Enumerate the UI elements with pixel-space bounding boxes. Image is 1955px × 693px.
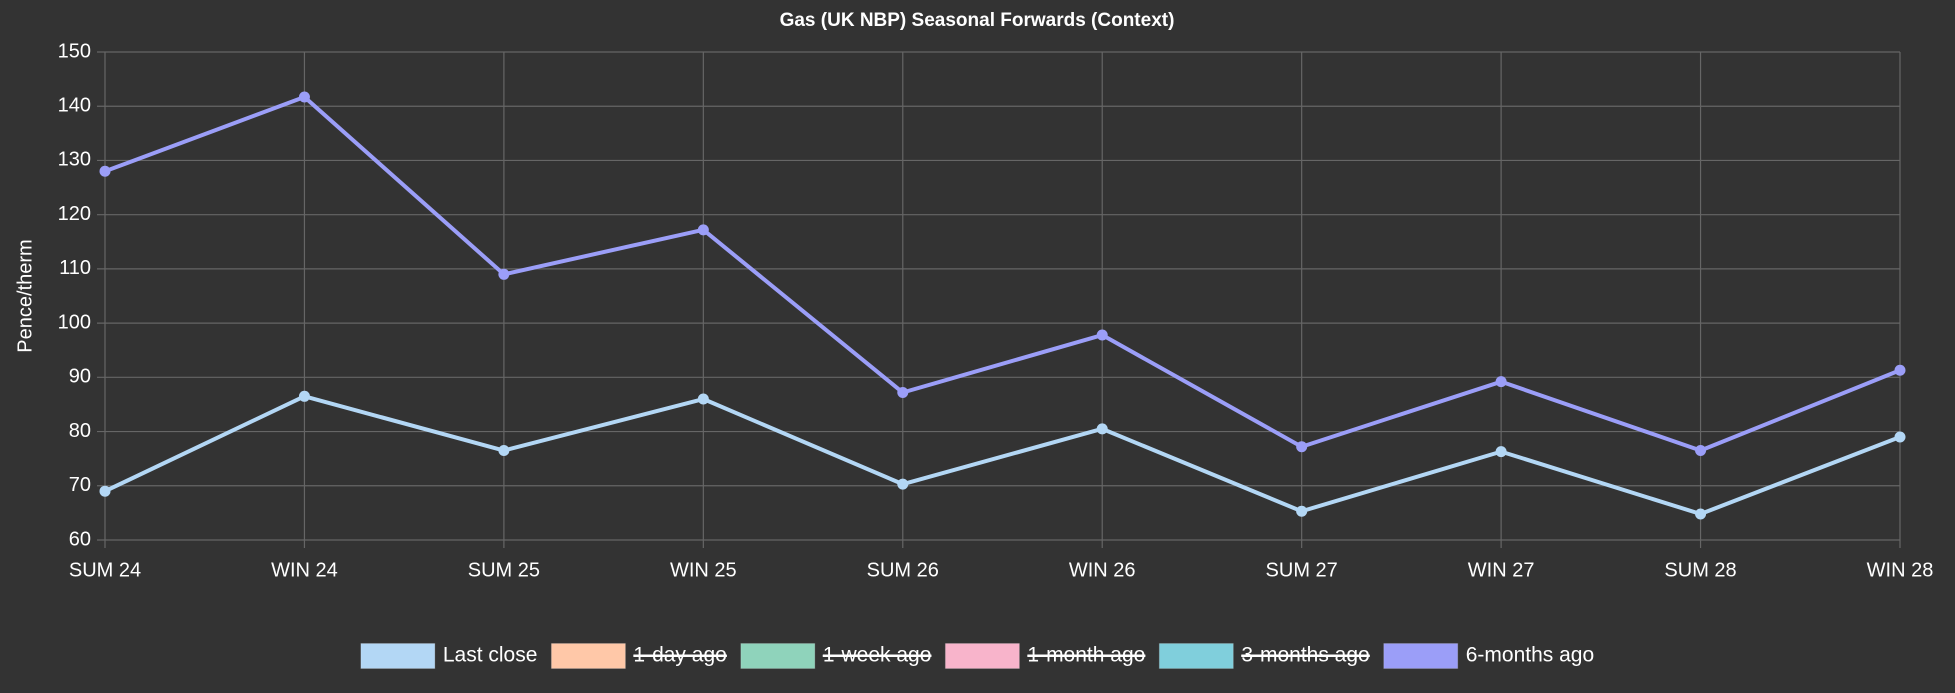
legend: Last close 1-day ago 1-week ago 1-month ago…: [360, 643, 1594, 669]
x-tick-label: WIN 26: [1069, 559, 1136, 581]
legend-swatch: [1383, 643, 1459, 669]
y-tick-label: 130: [58, 149, 91, 171]
point: [1296, 505, 1308, 517]
y-axis-label: Pence/therm: [14, 239, 36, 352]
line: [104, 95, 1901, 453]
x-tick-label: SUM 24: [69, 559, 141, 581]
point: [1495, 376, 1507, 388]
y-tick-label: 110: [59, 257, 91, 279]
y-tick-label: 60: [69, 528, 91, 550]
point: [1695, 508, 1707, 520]
legend-label: 6-months ago: [1466, 644, 1594, 667]
y-tick-label: 80: [69, 420, 91, 442]
point: [298, 390, 310, 402]
point: [498, 445, 510, 457]
y-tick-label: 120: [58, 203, 91, 225]
line: [104, 394, 1901, 516]
point: [897, 387, 909, 399]
point: [1894, 364, 1906, 376]
point: [298, 91, 310, 103]
y-tick-label: 70: [69, 474, 91, 496]
point: [697, 224, 709, 236]
point: [99, 165, 111, 177]
point: [697, 393, 709, 405]
x-tick-label: SUM 28: [1664, 559, 1736, 581]
point: [99, 485, 111, 497]
legend-swatch: [740, 643, 816, 669]
point: [1894, 431, 1906, 443]
x-tick-label: SUM 26: [867, 559, 939, 581]
legend-swatch: [944, 643, 1020, 669]
legend-label: Last close: [443, 644, 538, 667]
x-tick-label: SUM 25: [468, 559, 540, 581]
legend-swatch: [360, 643, 436, 669]
x-tick-label: WIN 27: [1468, 559, 1535, 581]
x-tick-label: SUM 27: [1266, 559, 1338, 581]
point: [1096, 329, 1108, 341]
legend-swatch: [1158, 643, 1234, 669]
point: [1495, 446, 1507, 458]
legend-swatch: [550, 643, 626, 669]
point: [498, 268, 510, 280]
chart-title: Gas (UK NBP) Seasonal Forwards (Context): [780, 10, 1175, 31]
x-tick-label: WIN 24: [271, 559, 338, 581]
y-tick-label: 100: [58, 311, 91, 333]
y-tick-label: 150: [58, 40, 91, 62]
y-tick-label: 90: [69, 366, 91, 388]
point: [897, 478, 909, 490]
x-tick-label: WIN 28: [1867, 559, 1934, 581]
point: [1695, 445, 1707, 457]
point: [1096, 423, 1108, 435]
y-tick-label: 140: [58, 95, 91, 117]
point: [1296, 441, 1308, 453]
x-tick-label: WIN 25: [670, 559, 737, 581]
